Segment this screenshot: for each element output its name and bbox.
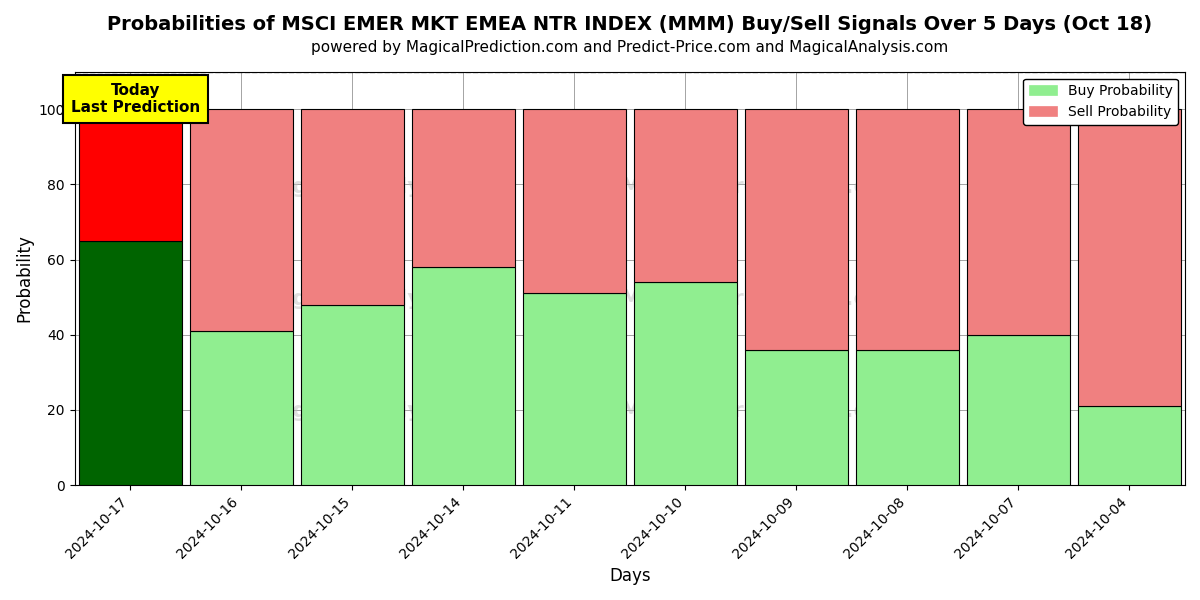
Y-axis label: Probability: Probability	[16, 235, 34, 322]
X-axis label: Days: Days	[610, 567, 650, 585]
Bar	[78, 109, 182, 241]
Text: powered by MagicalPrediction.com and Predict-Price.com and MagicalAnalysis.com: powered by MagicalPrediction.com and Pre…	[311, 40, 948, 55]
Bar	[1078, 406, 1181, 485]
Bar	[301, 109, 404, 305]
Bar	[523, 109, 626, 293]
Bar	[78, 241, 182, 485]
Bar	[745, 109, 848, 350]
Text: MagicalPrediction.com: MagicalPrediction.com	[620, 178, 906, 197]
Text: Today
Last Prediction: Today Last Prediction	[71, 83, 200, 115]
Bar	[634, 282, 737, 485]
Text: MagicalAnalysis.com: MagicalAnalysis.com	[254, 289, 516, 309]
Bar	[634, 109, 737, 282]
Bar	[412, 109, 515, 267]
Bar	[190, 331, 293, 485]
Bar	[412, 267, 515, 485]
Title: Probabilities of MSCI EMER MKT EMEA NTR INDEX (MMM) Buy/Sell Signals Over 5 Days: Probabilities of MSCI EMER MKT EMEA NTR …	[107, 15, 1152, 34]
Bar	[856, 109, 959, 350]
Bar	[1078, 109, 1181, 406]
Bar	[967, 109, 1070, 335]
Bar	[190, 109, 293, 331]
Bar	[856, 350, 959, 485]
Text: MagicalPrediction.com: MagicalPrediction.com	[620, 289, 906, 309]
Text: MagicalAnalysis.com: MagicalAnalysis.com	[254, 401, 516, 421]
Bar	[523, 293, 626, 485]
Text: MagicalPrediction.com: MagicalPrediction.com	[620, 401, 906, 421]
Bar	[967, 335, 1070, 485]
Legend: Buy Probability, Sell Probability: Buy Probability, Sell Probability	[1024, 79, 1178, 125]
Bar	[301, 305, 404, 485]
Text: MagicalAnalysis.com: MagicalAnalysis.com	[254, 178, 516, 197]
Bar	[745, 350, 848, 485]
